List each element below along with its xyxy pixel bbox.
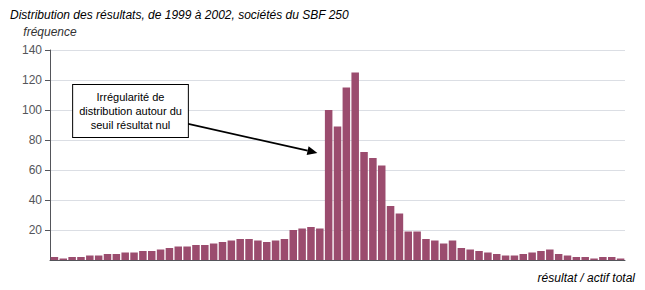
svg-text:seuil résultat nul: seuil résultat nul	[91, 119, 171, 131]
svg-text:60: 60	[29, 163, 43, 177]
svg-text:120: 120	[22, 73, 42, 87]
svg-text:Distribution des résultats, de: Distribution des résultats, de 1999 à 20…	[10, 8, 349, 22]
svg-text:40: 40	[29, 193, 43, 207]
svg-text:80: 80	[29, 133, 43, 147]
svg-text:140: 140	[22, 43, 42, 57]
svg-text:résultat / actif total: résultat / actif total	[538, 271, 636, 285]
svg-text:100: 100	[22, 103, 42, 117]
svg-text:Irrégularité de: Irrégularité de	[97, 91, 165, 103]
svg-text:fréquence: fréquence	[23, 25, 77, 39]
svg-text:distribution autour du: distribution autour du	[79, 105, 182, 117]
svg-text:20: 20	[29, 223, 43, 237]
